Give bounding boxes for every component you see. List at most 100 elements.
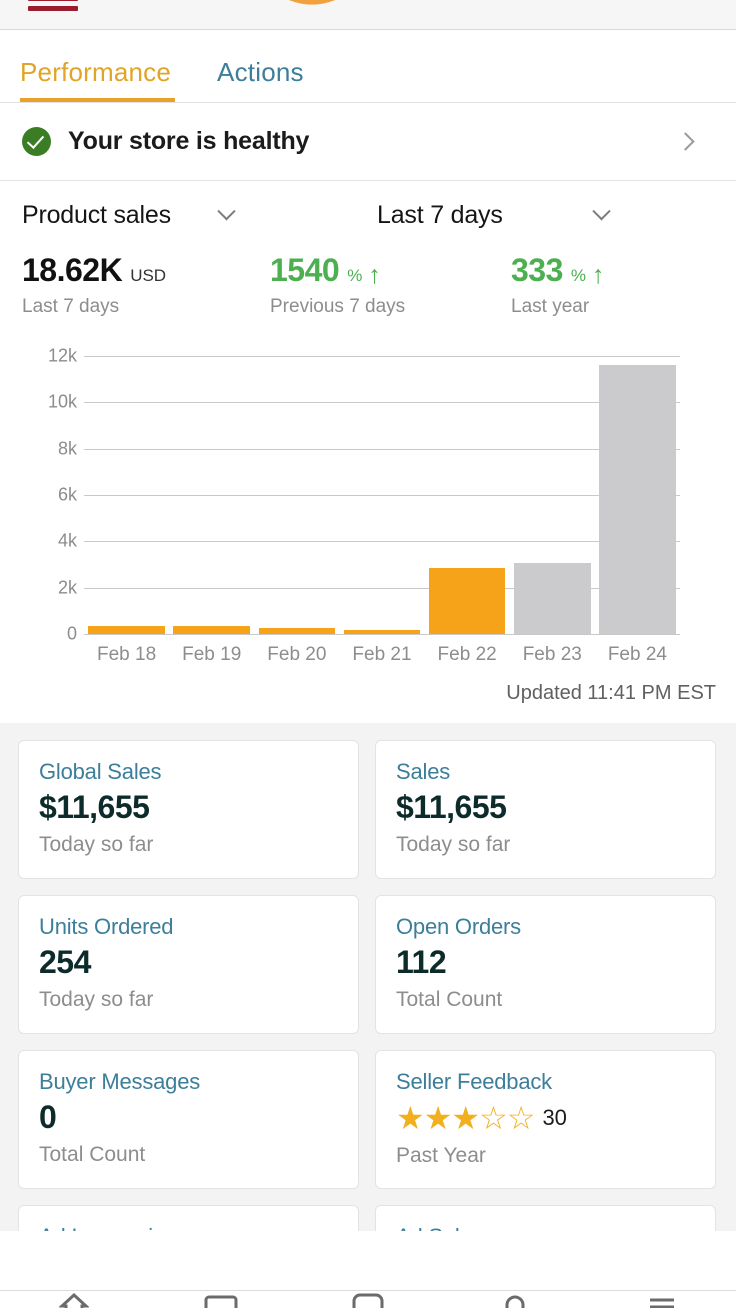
amazon-smile-logo <box>262 0 362 12</box>
chart-bar[interactable] <box>88 626 165 634</box>
star-filled-icon: ★ <box>396 1100 425 1136</box>
metric-card-sublabel: Total Count <box>396 988 503 1011</box>
chart-bar[interactable] <box>428 567 506 634</box>
chart-bar-cell[interactable] <box>595 356 680 634</box>
chart-x-tick-label: Feb 20 <box>267 644 327 665</box>
metric-card-value: 0 <box>39 1099 57 1135</box>
chart-gridline <box>84 587 680 589</box>
chart-bar-cell[interactable] <box>510 356 595 634</box>
sales-metrics: 18.62K USD Last 7 days 1540 % ↑ Previous… <box>22 252 714 318</box>
chart-x-tick-label: Feb 23 <box>522 644 582 665</box>
chart-x-tick-label: Feb 19 <box>182 644 242 665</box>
metric-card[interactable]: Open Orders 112 Total Count <box>375 895 716 1034</box>
expand-icon[interactable] <box>676 0 710 14</box>
metric-card-sublabel: Today so far <box>39 988 154 1011</box>
metric-card[interactable]: Units Ordered 254 Today so far <box>18 895 359 1034</box>
chart-x-tick-label: Feb 24 <box>607 644 667 665</box>
metric-card-value: $11,655 <box>39 789 150 825</box>
sales-selectors: Product sales Last 7 days <box>22 201 714 230</box>
metric-value: 1540 <box>270 252 340 288</box>
metric-card-title: Open Orders <box>396 914 521 939</box>
nav-menu[interactable] <box>589 1291 736 1308</box>
chart-gridline <box>84 541 680 543</box>
metric-card-title: Sales <box>396 759 451 784</box>
metric-card[interactable]: Ad Impressions <box>18 1205 359 1231</box>
metric-vs-last-year: 333 % ↑ Last year <box>511 252 605 318</box>
hamburger-menu-icon[interactable] <box>28 0 78 16</box>
chevron-down-icon <box>217 202 236 221</box>
arrow-up-icon: ↑ <box>592 261 605 289</box>
date-range-selector[interactable]: Last 7 days <box>377 201 611 230</box>
nav-notifications[interactable] <box>442 1291 589 1308</box>
arrow-up-icon: ↑ <box>368 261 381 289</box>
chevron-down-icon <box>591 202 611 221</box>
metric-sublabel: Last year <box>511 296 590 317</box>
metric-card[interactable]: Seller Feedback ★ ★ ★ ☆ ☆ 30 Past Year <box>375 1050 716 1189</box>
metric-selector[interactable]: Product sales <box>22 201 377 230</box>
chart-bar-cell[interactable] <box>84 356 169 634</box>
chart-bar[interactable] <box>343 630 421 634</box>
chart-y-tick-label: 12k <box>47 345 77 366</box>
chart-bar[interactable] <box>599 365 676 634</box>
star-rating: ★ ★ ★ ☆ ☆ 30 <box>396 1099 695 1137</box>
metric-card-sublabel: Today so far <box>396 833 511 856</box>
nav-home[interactable] <box>0 1291 147 1308</box>
metric-card-title: Global Sales <box>39 759 162 784</box>
chart-y-tick-label: 4k <box>57 530 77 551</box>
metric-total-sales: 18.62K USD Last 7 days <box>22 252 270 318</box>
metric-card-value: $11,655 <box>396 789 507 825</box>
metric-card[interactable]: Global Sales $11,655 Today so far <box>18 740 359 879</box>
chart-bar[interactable] <box>173 626 251 634</box>
metric-unit: % <box>347 266 363 285</box>
chart-bar[interactable] <box>258 628 336 634</box>
bottom-navigation-bar <box>0 1290 736 1308</box>
chart-bar-cell[interactable] <box>254 356 339 634</box>
metric-card[interactable]: Ad Sales <box>375 1205 716 1231</box>
tab-actions[interactable]: Actions <box>217 57 304 87</box>
chart-y-tick-label: 10k <box>47 391 77 412</box>
chart-x-tick-label: Feb 21 <box>352 644 412 665</box>
store-health-banner[interactable]: Your store is healthy <box>0 103 736 181</box>
metric-unit: % <box>570 266 587 285</box>
metric-value: 333 <box>511 252 563 288</box>
star-filled-icon: ★ <box>451 1100 481 1136</box>
metric-card-sublabel: Past Year <box>396 1144 486 1167</box>
metric-card[interactable]: Sales $11,655 Today so far <box>375 740 716 879</box>
star-rating-count: 30 <box>542 1105 567 1130</box>
metric-card-grid: Global Sales $11,655 Today so far Sales $11,… <box>0 723 736 1231</box>
tab-performance[interactable]: Performance <box>20 57 176 102</box>
sales-bar-chart[interactable]: 12k 10k 8k 6k 4k 2k 0 Feb 18 Feb 19 Feb 20 Feb 21… <box>22 346 714 666</box>
metric-value: 18.62K <box>22 252 123 288</box>
chart-gridline <box>84 402 680 404</box>
metric-sublabel: Previous 7 days <box>270 296 406 317</box>
chart-bar-cell[interactable] <box>339 356 424 634</box>
metric-card[interactable]: Buyer Messages 0 Total Count <box>18 1050 359 1189</box>
metric-sublabel: Last 7 days <box>22 296 120 317</box>
metric-unit: USD <box>130 266 167 285</box>
metric-vs-previous: 1540 % ↑ Previous 7 days <box>270 252 511 318</box>
metric-card-title: Ad Sales <box>396 1224 695 1231</box>
chart-y-tick-label: 6k <box>57 484 77 505</box>
metric-card-title: Seller Feedback <box>396 1069 552 1094</box>
chart-bar-cell[interactable] <box>169 356 254 634</box>
metric-card-value: 254 <box>39 944 91 980</box>
nav-orders[interactable] <box>294 1291 441 1308</box>
metric-card-value: 112 <box>396 944 447 980</box>
star-empty-icon: ☆ <box>479 1100 508 1136</box>
chart-bar[interactable] <box>513 563 591 634</box>
chevron-right-icon[interactable] <box>676 132 695 151</box>
nav-inventory[interactable] <box>147 1291 294 1308</box>
tab-bar: Performance Actions <box>0 30 736 103</box>
metric-card-sublabel: Today so far <box>39 833 154 856</box>
metric-card-title: Ad Impressions <box>39 1224 338 1231</box>
chart-x-tick-label: Feb 18 <box>96 644 157 665</box>
date-range-label: Last 7 days <box>377 201 503 229</box>
chart-gridline <box>84 495 680 496</box>
star-empty-icon: ☆ <box>506 1100 536 1136</box>
product-sales-section: Product sales Last 7 days 18.62K USD Las… <box>0 181 736 666</box>
chart-bar-cell[interactable] <box>425 356 510 634</box>
metric-card-sublabel: Total Count <box>39 1143 146 1166</box>
chart-y-tick-label: 8k <box>57 438 77 459</box>
metric-selector-label: Product sales <box>22 201 171 229</box>
